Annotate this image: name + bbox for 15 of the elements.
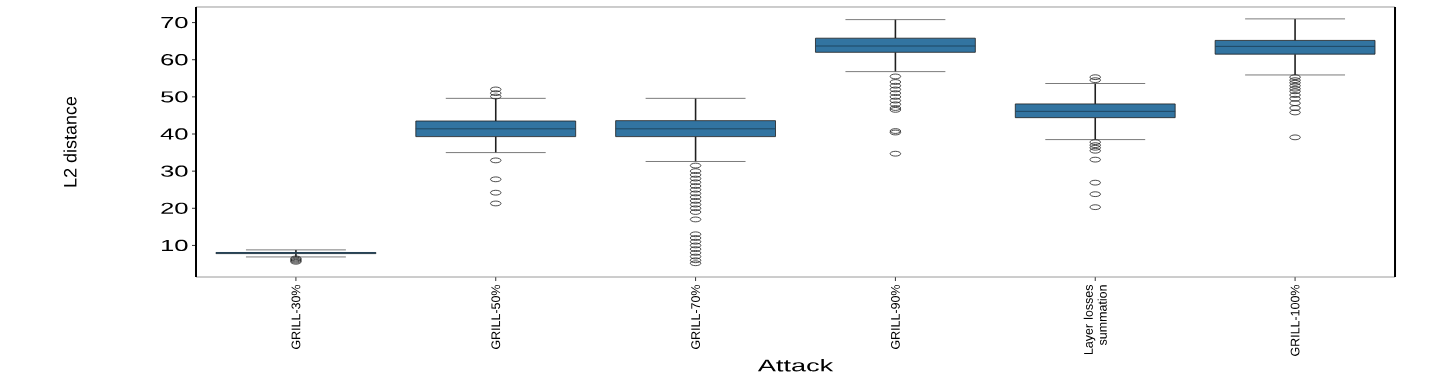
y-axis-title: L2 distance — [63, 96, 77, 187]
x-tick-label: GRILL-50% — [491, 284, 501, 349]
x-tick-label: GRILL-30% — [291, 284, 301, 349]
y-tick-label: 60 — [161, 54, 188, 66]
x-tick-label: GRILL-100% — [1290, 284, 1300, 356]
y-tick-label: 70 — [161, 16, 188, 29]
x-tick-label: Layer losses summation — [1083, 284, 1107, 355]
x-tick-label: GRILL-90% — [891, 284, 900, 349]
y-tick-label: 50 — [161, 91, 188, 103]
y-tick-label: 30 — [161, 165, 188, 177]
x-tick-label: GRILL-70% — [691, 284, 700, 349]
x-axis-title: Attack — [757, 359, 834, 372]
y-tick-label: 20 — [161, 202, 188, 214]
y-tick-label: 10 — [162, 239, 188, 252]
y-tick-label: 40 — [160, 128, 188, 140]
